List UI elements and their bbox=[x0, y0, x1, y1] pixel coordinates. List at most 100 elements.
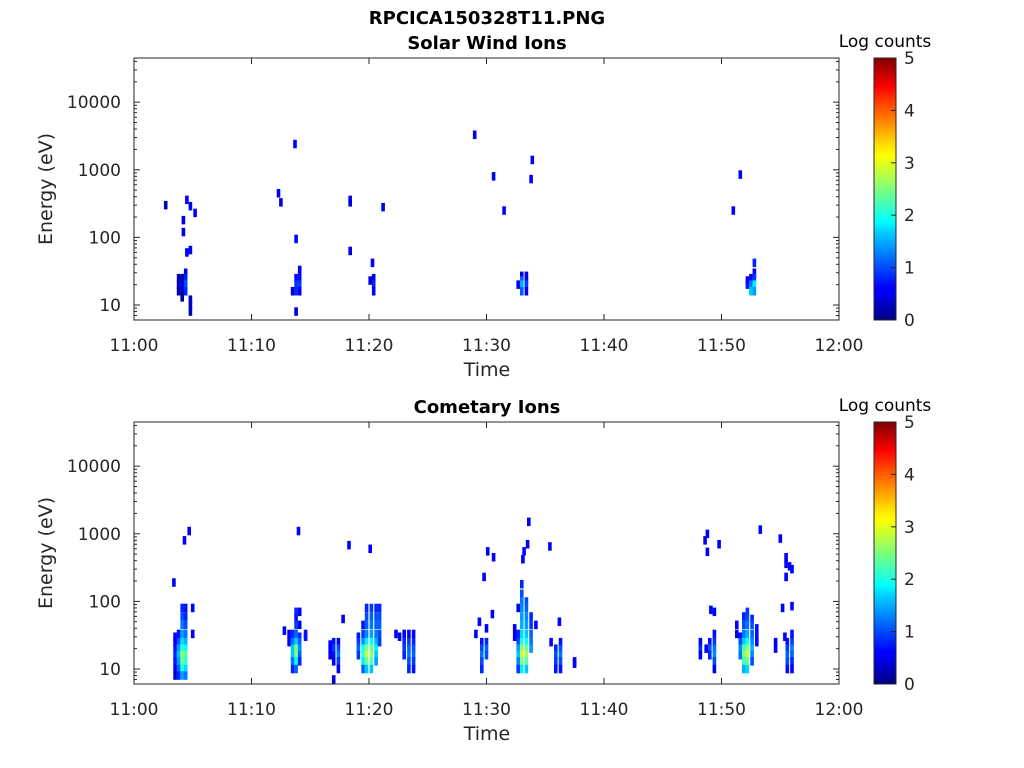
solar-wind-colorbar: Log counts 0 1 2 3 4 5 bbox=[839, 32, 932, 331]
cometary-x-tick-label: 11:00 bbox=[110, 700, 159, 720]
cometary-cell bbox=[328, 644, 332, 653]
cometary-cell bbox=[336, 637, 341, 647]
cometary-cell bbox=[180, 637, 184, 647]
cometary-cell bbox=[527, 517, 531, 527]
cometary-cell bbox=[374, 612, 378, 621]
solar-wind-cell bbox=[183, 287, 188, 296]
cometary-x-tick-label: 11:20 bbox=[345, 700, 394, 720]
cometary-cell bbox=[331, 644, 336, 653]
cometary-colorbar-tick-label: 0 bbox=[904, 675, 915, 695]
solar-wind-cell bbox=[491, 172, 496, 181]
cometary-colorbar-ticks: 0 1 2 3 4 5 bbox=[891, 413, 915, 695]
cometary-cell bbox=[738, 632, 743, 641]
cometary-cell bbox=[783, 632, 787, 641]
cometary-cell bbox=[172, 578, 176, 587]
cometary-cell bbox=[529, 644, 533, 653]
solar-wind-cell bbox=[176, 287, 181, 296]
cometary-cell bbox=[336, 664, 341, 674]
cometary-y-tick-label: 10000 bbox=[67, 457, 121, 477]
cometary-cell bbox=[183, 644, 188, 653]
cometary-cell bbox=[712, 644, 717, 653]
cometary-y-tick-label: 1000 bbox=[78, 525, 121, 545]
cometary-cell bbox=[176, 651, 181, 660]
cometary-cell bbox=[176, 657, 181, 666]
cometary-cell bbox=[712, 651, 717, 660]
cometary-x-label: Time bbox=[463, 723, 511, 745]
cometary-cell bbox=[558, 637, 563, 647]
cometary-cell bbox=[374, 603, 378, 613]
cometary-cell bbox=[377, 603, 382, 613]
cometary-cell bbox=[480, 637, 484, 647]
cometary-cell bbox=[742, 620, 746, 630]
cometary-cell bbox=[742, 644, 746, 653]
cometary-cell bbox=[397, 632, 402, 641]
solar-wind-cell bbox=[180, 273, 184, 283]
solar-wind-x-tick-label: 11:50 bbox=[697, 336, 746, 356]
cometary-cell bbox=[297, 651, 302, 660]
cometary-cell bbox=[183, 671, 188, 680]
cometary-cell bbox=[183, 603, 188, 613]
cometary-cell bbox=[480, 664, 484, 674]
cometary-cell bbox=[474, 629, 478, 639]
solar-wind-cell bbox=[185, 195, 189, 205]
solar-wind-cell bbox=[745, 280, 750, 289]
cometary-cell bbox=[361, 657, 365, 666]
cometary-cell bbox=[407, 657, 411, 666]
cometary-cell bbox=[572, 659, 577, 668]
cometary-cell bbox=[785, 637, 790, 647]
cometary-cell bbox=[173, 644, 177, 653]
cometary-cell bbox=[750, 651, 754, 660]
cometary-cell bbox=[180, 603, 184, 613]
cometary-cell bbox=[297, 637, 302, 647]
solar-wind-cell bbox=[188, 245, 193, 255]
cometary-cell bbox=[524, 612, 529, 621]
cometary-cell bbox=[282, 626, 287, 635]
solar-wind-cell bbox=[371, 280, 376, 289]
cometary-cell bbox=[297, 657, 302, 666]
cometary-cell bbox=[402, 644, 406, 653]
cometary-cell bbox=[784, 572, 788, 582]
cometary-cell bbox=[176, 664, 181, 674]
solar-wind-cell bbox=[294, 234, 298, 244]
cometary-cell bbox=[742, 664, 746, 674]
solar-wind-cell bbox=[294, 273, 298, 283]
cometary-cell bbox=[173, 651, 177, 660]
cometary-cell bbox=[368, 544, 372, 554]
cometary-cell bbox=[758, 525, 763, 534]
solar-wind-cell bbox=[183, 273, 188, 283]
solar-wind-x-tick-label: 12:00 bbox=[815, 336, 864, 356]
cometary-cell bbox=[516, 644, 520, 653]
cometary-cell bbox=[361, 629, 365, 639]
cometary-cell bbox=[374, 657, 378, 666]
cometary-cell bbox=[516, 651, 520, 660]
cometary-cell bbox=[522, 547, 526, 556]
cometary-cell bbox=[484, 644, 489, 653]
solar-wind-cell bbox=[176, 280, 181, 289]
cometary-panel: Cometary Ions 11:00 11:10 11:20 11:30 11:40 1… bbox=[35, 396, 931, 745]
cometary-cell bbox=[336, 657, 341, 666]
cometary-cell bbox=[745, 607, 750, 617]
solar-wind-x-label: Time bbox=[463, 359, 511, 381]
cometary-cell bbox=[773, 644, 778, 653]
cometary-cell bbox=[176, 637, 181, 647]
cometary-cell bbox=[480, 644, 484, 653]
cometary-cell bbox=[735, 629, 739, 639]
cometary-cell bbox=[328, 651, 332, 660]
cometary-cell bbox=[377, 612, 382, 621]
solar-wind-colorbar-tick-label: 0 bbox=[904, 311, 915, 331]
cometary-cell bbox=[708, 644, 712, 653]
cometary-cell bbox=[180, 644, 184, 653]
cometary-cell bbox=[557, 617, 562, 626]
cometary-cell bbox=[294, 614, 298, 624]
cometary-cell bbox=[394, 629, 398, 639]
cometary-cell bbox=[411, 644, 416, 653]
cometary-cell bbox=[180, 671, 184, 680]
cometary-cell bbox=[364, 629, 369, 639]
solar-wind-cell bbox=[520, 271, 524, 281]
cometary-cell bbox=[520, 603, 524, 613]
cometary-x-tick-label: 11:30 bbox=[462, 700, 511, 720]
cometary-cell bbox=[742, 657, 746, 666]
cometary-cell bbox=[712, 657, 717, 666]
solar-wind-y-tick-label: 10 bbox=[99, 296, 121, 316]
cometary-cell bbox=[374, 651, 378, 660]
